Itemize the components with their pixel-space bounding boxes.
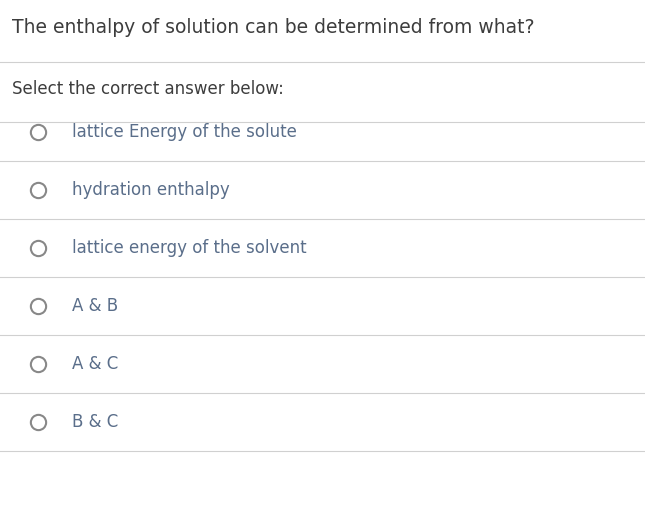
Text: The enthalpy of solution can be determined from what?: The enthalpy of solution can be determin… — [12, 18, 535, 37]
Text: hydration enthalpy: hydration enthalpy — [72, 181, 230, 199]
Text: lattice Energy of the solute: lattice Energy of the solute — [72, 123, 297, 141]
Text: B & C: B & C — [72, 413, 118, 431]
Text: A & B: A & B — [72, 297, 118, 315]
Text: Select the correct answer below:: Select the correct answer below: — [12, 80, 284, 98]
Text: A & C: A & C — [72, 355, 118, 373]
Text: lattice energy of the solvent: lattice energy of the solvent — [72, 239, 306, 257]
